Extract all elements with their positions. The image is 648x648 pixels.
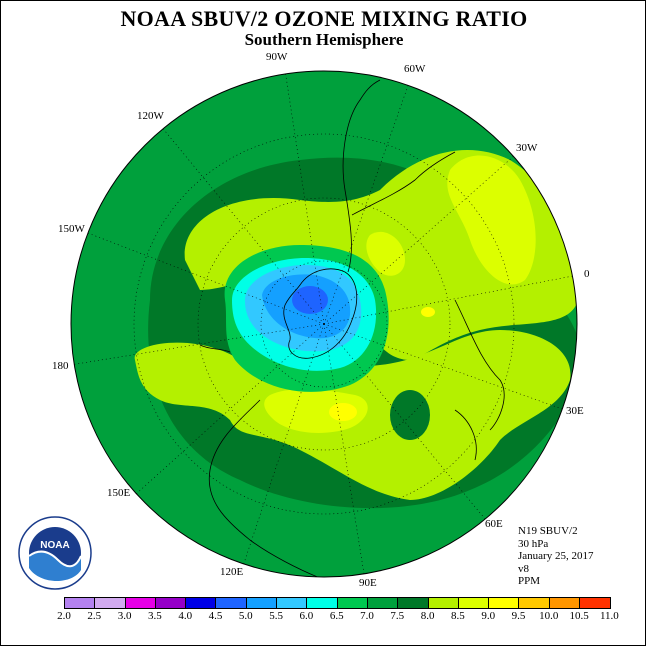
colorbar-tick-label: 11.0 bbox=[599, 610, 619, 622]
field-7-0-hole bbox=[390, 390, 430, 440]
colorbar-swatch bbox=[307, 598, 338, 608]
info-block: N19 SBUV/2 30 hPa January 25, 2017 v8 PP… bbox=[518, 525, 593, 588]
lon-label-90e: 90E bbox=[359, 577, 377, 589]
lon-label-150w: 150W bbox=[58, 223, 85, 235]
pressure-level: 30 hPa bbox=[518, 537, 549, 550]
colorbar-swatch bbox=[367, 598, 399, 608]
colorbar-swatch bbox=[95, 598, 126, 608]
colorbar-tick-label: 7.0 bbox=[360, 610, 374, 622]
colorbar-tick-label: 9.5 bbox=[511, 610, 526, 622]
colorbar-swatch bbox=[65, 598, 96, 608]
colorbar-tick-label: 3.5 bbox=[148, 610, 162, 622]
field-8-5-east bbox=[421, 307, 435, 317]
graticule bbox=[71, 71, 577, 577]
field-8-0-south bbox=[264, 389, 368, 433]
lon-label-60w: 60W bbox=[404, 63, 426, 75]
units-label: PPM bbox=[518, 575, 541, 587]
map-boundary bbox=[70, 70, 578, 578]
lon-label-180: 180 bbox=[52, 360, 69, 372]
colorbar-ticks: 2.0 2.5 3.0 3.5 4.0 4.5 5.0 5.5 6.0 6.5 7.0 7.5 8.0 8… bbox=[0, 610, 648, 624]
satellite-label: N19 SBUV/2 bbox=[518, 525, 578, 537]
colorbar-swatch bbox=[489, 598, 520, 608]
colorbar-swatch bbox=[428, 598, 459, 608]
date-label: January 25, 2017 bbox=[518, 550, 594, 562]
colorbar-swatch bbox=[246, 598, 278, 608]
field-4-5 bbox=[292, 286, 328, 314]
lon-label-120w: 120W bbox=[137, 110, 164, 122]
colorbar-swatch bbox=[125, 598, 156, 608]
colorbar-swatch bbox=[549, 598, 581, 608]
field-8-0-mid bbox=[366, 231, 405, 276]
colorbar-swatch bbox=[277, 598, 308, 608]
colorbar-tick-label: 6.5 bbox=[329, 610, 344, 622]
colorbar-tick-label: 5.5 bbox=[269, 610, 283, 622]
colorbar-tick-label: 10.0 bbox=[539, 610, 559, 622]
colorbar-tick-label: 2.0 bbox=[57, 610, 71, 622]
lon-label-90w: 90W bbox=[266, 51, 288, 63]
colorbar-tick-label: 10.5 bbox=[569, 610, 589, 622]
noaa-logo-text: NOAA bbox=[40, 540, 69, 551]
colorbar-tick-label: 5.0 bbox=[238, 610, 253, 622]
colorbar-tick-label: 3.0 bbox=[117, 610, 132, 622]
field-8-0-atlantic bbox=[447, 155, 536, 285]
colorbar-tick-label: 6.0 bbox=[299, 610, 314, 622]
colorbar-swatch bbox=[186, 598, 217, 608]
colorbar-tick-label: 9.0 bbox=[481, 610, 496, 622]
coastlines bbox=[199, 79, 505, 577]
lon-label-150e: 150E bbox=[107, 487, 131, 499]
lon-label-30w: 30W bbox=[516, 142, 538, 154]
lon-label-0: 0 bbox=[584, 268, 590, 280]
colorbar-swatch bbox=[398, 598, 429, 608]
lon-label-30e: 30E bbox=[566, 405, 584, 417]
map-title: NOAA SBUV/2 OZONE MIXING RATIO bbox=[120, 6, 528, 31]
colorbar-swatch bbox=[155, 598, 187, 608]
lon-label-60e: 60E bbox=[485, 518, 503, 530]
field-8-5-south bbox=[329, 403, 357, 421]
colorbar-tick-label: 4.0 bbox=[178, 610, 193, 622]
colorbar-swatch bbox=[458, 598, 490, 608]
colorbar-swatch bbox=[216, 598, 247, 608]
lon-label-120e: 120E bbox=[220, 566, 244, 578]
colorbar-tick-label: 2.5 bbox=[87, 610, 102, 622]
colorbar-swatch bbox=[337, 598, 368, 608]
noaa-logo: NOAA bbox=[18, 516, 92, 590]
colorbar-swatch bbox=[519, 598, 550, 608]
colorbar-swatch bbox=[580, 598, 611, 608]
colorbar-tick-label: 4.5 bbox=[208, 610, 223, 622]
version-label: v8 bbox=[518, 562, 529, 575]
colorbar-tick-label: 8.5 bbox=[451, 610, 465, 622]
colorbar-tick-label: 7.5 bbox=[390, 610, 405, 622]
map-subtitle: Southern Hemisphere bbox=[244, 30, 404, 49]
colorbar-tick-label: 8.0 bbox=[420, 610, 435, 622]
colorbar bbox=[64, 597, 612, 609]
